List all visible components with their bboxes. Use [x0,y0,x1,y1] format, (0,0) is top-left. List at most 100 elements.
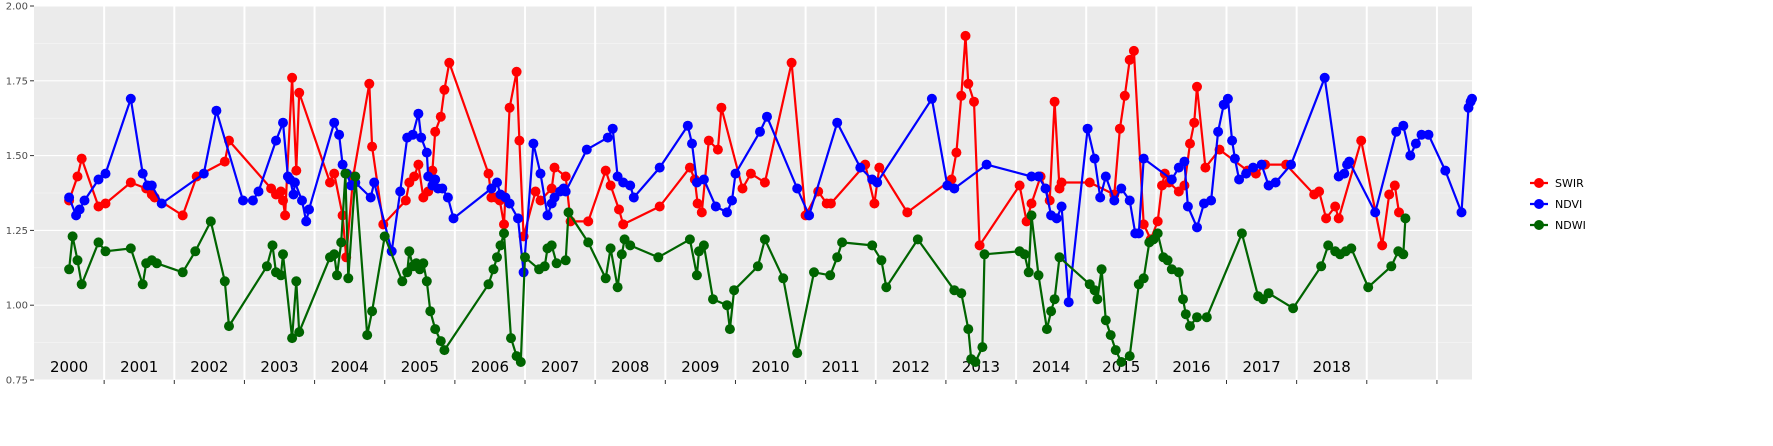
data-point-ndwi [625,240,636,251]
data-point-ndvi [337,159,348,170]
data-point-ndwi [837,237,848,248]
data-point-ndvi [710,201,721,212]
data-point-ndvi [832,117,843,128]
data-point-ndvi [1109,195,1120,206]
data-point-ndvi [682,120,693,131]
data-point-ndwi [1192,312,1202,323]
data-point-ndvi [1222,93,1233,104]
data-point-ndwi [1026,210,1037,221]
year-label: 2006 [471,358,509,376]
data-point-ndvi [1063,297,1074,308]
data-point-swir [583,216,594,227]
y-tick-label: 2.00 [6,2,28,13]
data-point-swir [1314,186,1325,197]
data-point-ndwi [219,276,230,287]
data-point-ndwi [177,267,188,278]
data-point-swir [400,195,411,206]
data-point-ndvi [804,210,815,221]
data-point-ndwi [1049,294,1060,305]
data-point-ndwi [439,345,450,356]
data-point-swir [1394,207,1404,218]
legend: SWIR NDVI NDWI [1530,177,1586,232]
data-point-ndvi [442,192,453,203]
data-point-ndwi [729,285,740,296]
data-point-ndvi [981,159,992,170]
year-label: 2017 [1242,358,1280,376]
data-point-ndwi [261,261,272,272]
data-point-swir [614,204,624,215]
data-point-ndvi [528,138,539,149]
data-point-ndwi [605,243,616,254]
year-label: 2003 [260,358,298,376]
data-point-swir [969,96,979,107]
data-point-ndvi [304,204,314,215]
data-point-ndvi [727,195,737,206]
data-point-ndvi [513,213,523,224]
data-point-swir [1333,213,1344,224]
data-point-ndvi [1270,177,1281,188]
data-point-swir [974,240,985,251]
data-point-ndwi [100,246,111,257]
data-point-swir [280,210,291,221]
data-point-ndwi [600,273,611,284]
data-point-ndvi [542,210,553,221]
data-point-ndwi [332,270,342,281]
data-point-ndwi [979,249,990,260]
data-point-ndvi [535,168,546,179]
data-point-swir [287,72,298,83]
legend-key-marker-swir [1534,178,1544,188]
data-point-swir [963,78,974,89]
year-label: 2014 [1032,358,1070,376]
data-point-swir [1124,54,1135,65]
data-point-swir [1179,180,1190,191]
data-point-ndvi [271,135,281,146]
legend-key-marker-ndvi [1534,199,1544,209]
data-point-ndvi [1344,156,1355,167]
data-point-swir [1084,177,1095,188]
year-label: 2001 [120,358,158,376]
data-point-swir [1114,123,1125,134]
data-point-ndwi [435,336,446,347]
data-point-swir [1119,90,1130,101]
data-point-ndwi [708,294,718,305]
y-tick-label: 1.75 [6,76,28,87]
data-point-swir [745,168,756,179]
data-point-swir [956,90,967,101]
data-point-ndwi [809,267,819,278]
data-point-ndwi [792,348,803,359]
legend-key-marker-ndwi [1534,220,1544,230]
data-point-ndvi [1423,129,1434,140]
data-point-swir [1026,198,1037,209]
data-point-ndwi [336,237,347,248]
data-point-ndvi [602,132,613,143]
data-point-swir [364,78,375,89]
data-point-ndvi [1241,168,1252,179]
data-point-ndwi [425,306,436,317]
data-point-ndvi [1124,195,1135,206]
data-point-ndwi [653,252,664,263]
data-point-ndwi [93,237,104,248]
data-point-ndvi [1095,192,1106,203]
data-point-ndwi [616,249,627,260]
data-point-swir [435,111,446,122]
year-label: 2012 [892,358,930,376]
data-point-swir [759,177,770,188]
data-point-swir [530,186,541,197]
data-point-ndwi [278,249,288,260]
data-point-swir [1128,45,1139,56]
data-point-ndwi [1054,252,1065,263]
data-point-ndvi [253,186,264,197]
data-point-swir [951,147,962,158]
data-point-swir [1152,216,1163,227]
data-point-ndvi [1440,165,1451,176]
data-point-swir [692,198,703,209]
data-point-ndvi [581,144,592,155]
year-label: 2015 [1102,358,1140,376]
data-point-swir [504,102,515,113]
data-point-ndwi [698,240,709,251]
data-point-ndwi [539,261,550,272]
year-label: 2018 [1313,358,1351,376]
data-point-ndwi [492,252,502,263]
